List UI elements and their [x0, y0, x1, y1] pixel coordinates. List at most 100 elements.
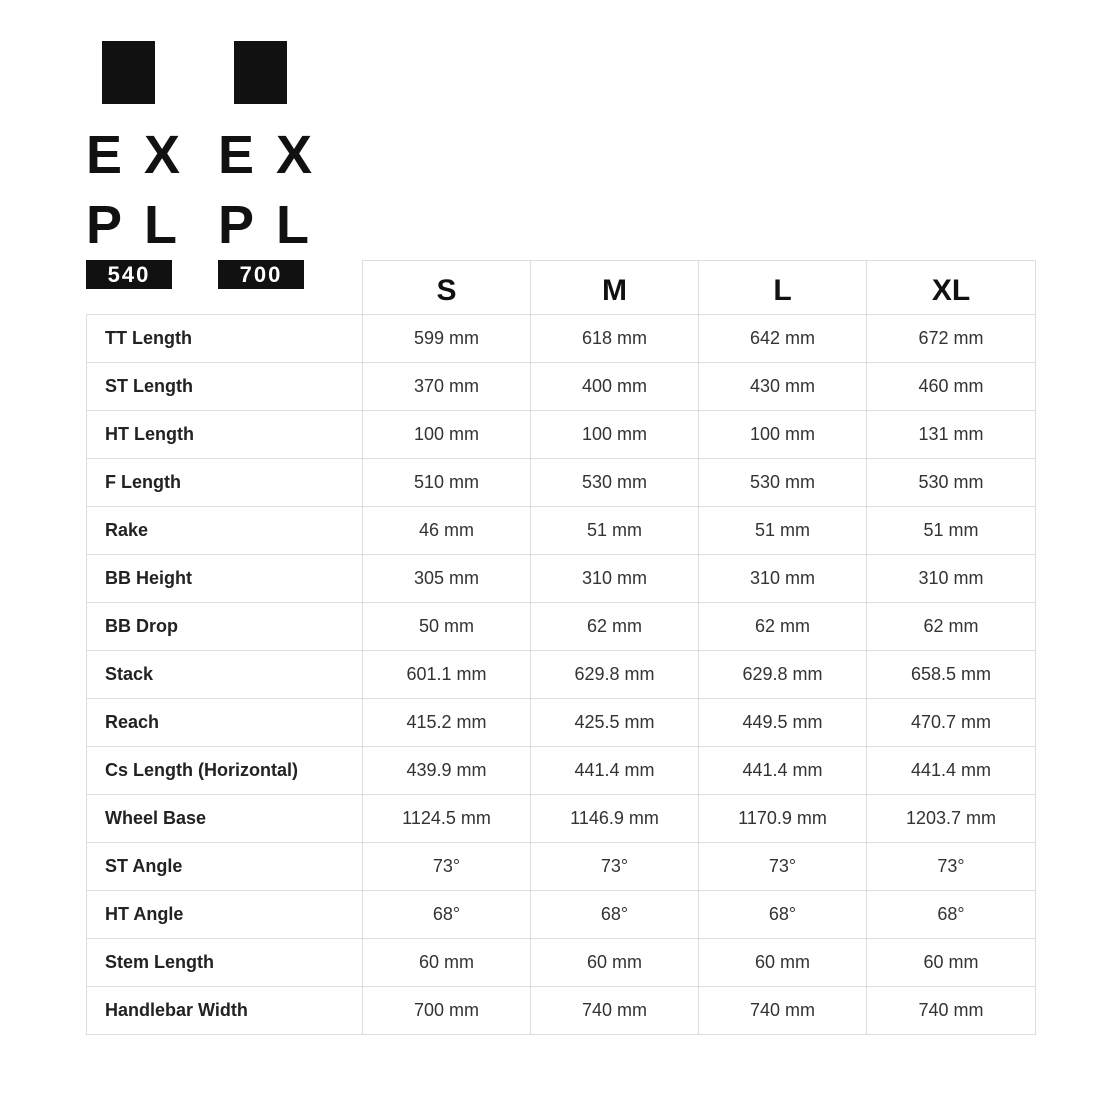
- cell: 530 mm: [530, 458, 699, 507]
- table-row: Wheel Base 1124.5 mm 1146.9 mm 1170.9 mm 120…: [86, 794, 1036, 843]
- cell: 100 mm: [698, 410, 867, 459]
- cell: 400 mm: [530, 362, 699, 411]
- row-label: Stem Length: [86, 938, 363, 987]
- cell: 68°: [362, 890, 531, 939]
- cell: 60 mm: [866, 938, 1036, 987]
- row-label: HT Length: [86, 410, 363, 459]
- cell: 441.4 mm: [866, 746, 1036, 795]
- cell: 60 mm: [530, 938, 699, 987]
- logo: EX PL 540: [86, 40, 203, 290]
- table-row: Handlebar Width 700 mm 740 mm 740 mm 740 mm: [86, 986, 1036, 1035]
- cell: 425.5 mm: [530, 698, 699, 747]
- cell: 73°: [362, 842, 531, 891]
- cell: 658.5 mm: [866, 650, 1036, 699]
- cell: 415.2 mm: [362, 698, 531, 747]
- cell: 51 mm: [530, 506, 699, 555]
- logo-text: PL: [218, 195, 332, 255]
- logo-text: EX: [218, 125, 335, 185]
- cell: 1170.9 mm: [698, 794, 867, 843]
- cell: 100 mm: [362, 410, 531, 459]
- cell: 599 mm: [362, 314, 531, 363]
- table-row: BB Height 305 mm 310 mm 310 mm 310 mm: [86, 554, 1036, 603]
- header-row: S M L XL: [86, 260, 1036, 315]
- cell: 51 mm: [698, 506, 867, 555]
- logo-text: PL: [86, 195, 200, 255]
- cell: 530 mm: [866, 458, 1036, 507]
- table-row: HT Length 100 mm 100 mm 100 mm 131 mm: [86, 410, 1036, 459]
- table-row: Stem Length 60 mm 60 mm 60 mm 60 mm: [86, 938, 1036, 987]
- cell: 629.8 mm: [698, 650, 867, 699]
- row-label: BB Drop: [86, 602, 363, 651]
- table-row: HT Angle 68° 68° 68° 68°: [86, 890, 1036, 939]
- table-row: ST Length 370 mm 400 mm 430 mm 460 mm: [86, 362, 1036, 411]
- cell: 60 mm: [362, 938, 531, 987]
- cell: 73°: [530, 842, 699, 891]
- cell: 310 mm: [530, 554, 699, 603]
- cell: 740 mm: [698, 986, 867, 1035]
- cell: 46 mm: [362, 506, 531, 555]
- row-label: Reach: [86, 698, 363, 747]
- row-label: BB Height: [86, 554, 363, 603]
- row-label: Rake: [86, 506, 363, 555]
- logo-square: [234, 41, 287, 104]
- table-row: BB Drop 50 mm 62 mm 62 mm 62 mm: [86, 602, 1036, 651]
- table-row: Reach 415.2 mm 425.5 mm 449.5 mm 470.7 mm: [86, 698, 1036, 747]
- cell: 131 mm: [866, 410, 1036, 459]
- cell: 73°: [698, 842, 867, 891]
- table-row: F Length 510 mm 530 mm 530 mm 530 mm: [86, 458, 1036, 507]
- cell: 642 mm: [698, 314, 867, 363]
- cell: 441.4 mm: [698, 746, 867, 795]
- cell: 62 mm: [698, 602, 867, 651]
- cell: 470.7 mm: [866, 698, 1036, 747]
- column-header: XL: [866, 260, 1036, 315]
- header-cell: [86, 260, 363, 315]
- cell: 672 mm: [866, 314, 1036, 363]
- cell: 62 mm: [530, 602, 699, 651]
- logo: EX PL 700: [218, 40, 335, 290]
- row-label: ST Length: [86, 362, 363, 411]
- table-row: Cs Length (Horizontal) 439.9 mm 441.4 mm 44…: [86, 746, 1036, 795]
- row-label: TT Length: [86, 314, 363, 363]
- cell: 700 mm: [362, 986, 531, 1035]
- cell: 60 mm: [698, 938, 867, 987]
- cell: 1146.9 mm: [530, 794, 699, 843]
- cell: 629.8 mm: [530, 650, 699, 699]
- cell: 62 mm: [866, 602, 1036, 651]
- cell: 441.4 mm: [530, 746, 699, 795]
- row-label: Stack: [86, 650, 363, 699]
- cell: 530 mm: [698, 458, 867, 507]
- table-row: Stack 601.1 mm 629.8 mm 629.8 mm 658.5 mm: [86, 650, 1036, 699]
- table-row: Rake 46 mm 51 mm 51 mm 51 mm: [86, 506, 1036, 555]
- table-row: ST Angle 73° 73° 73° 73°: [86, 842, 1036, 891]
- cell: 1203.7 mm: [866, 794, 1036, 843]
- cell: 618 mm: [530, 314, 699, 363]
- cell: 310 mm: [698, 554, 867, 603]
- cell: 1124.5 mm: [362, 794, 531, 843]
- logo-square: [102, 41, 155, 104]
- column-header: L: [698, 260, 867, 315]
- cell: 430 mm: [698, 362, 867, 411]
- row-label: ST Angle: [86, 842, 363, 891]
- row-label: Cs Length (Horizontal): [86, 746, 363, 795]
- column-header: M: [530, 260, 699, 315]
- cell: 68°: [530, 890, 699, 939]
- cell: 740 mm: [866, 986, 1036, 1035]
- cell: 601.1 mm: [362, 650, 531, 699]
- cell: 510 mm: [362, 458, 531, 507]
- table-row: TT Length 599 mm 618 mm 642 mm 672 mm: [86, 314, 1036, 363]
- row-label: Handlebar Width: [86, 986, 363, 1035]
- cell: 449.5 mm: [698, 698, 867, 747]
- row-label: F Length: [86, 458, 363, 507]
- column-header: S: [362, 260, 531, 315]
- cell: 310 mm: [866, 554, 1036, 603]
- cell: 460 mm: [866, 362, 1036, 411]
- logo-text: EX: [86, 125, 203, 185]
- cell: 305 mm: [362, 554, 531, 603]
- row-label: Wheel Base: [86, 794, 363, 843]
- cell: 370 mm: [362, 362, 531, 411]
- cell: 68°: [866, 890, 1036, 939]
- cell: 68°: [698, 890, 867, 939]
- cell: 51 mm: [866, 506, 1036, 555]
- geometry-table: S M L XL TT Length 599 mm 618 mm 642 mm 672 mm S…: [86, 260, 1036, 1035]
